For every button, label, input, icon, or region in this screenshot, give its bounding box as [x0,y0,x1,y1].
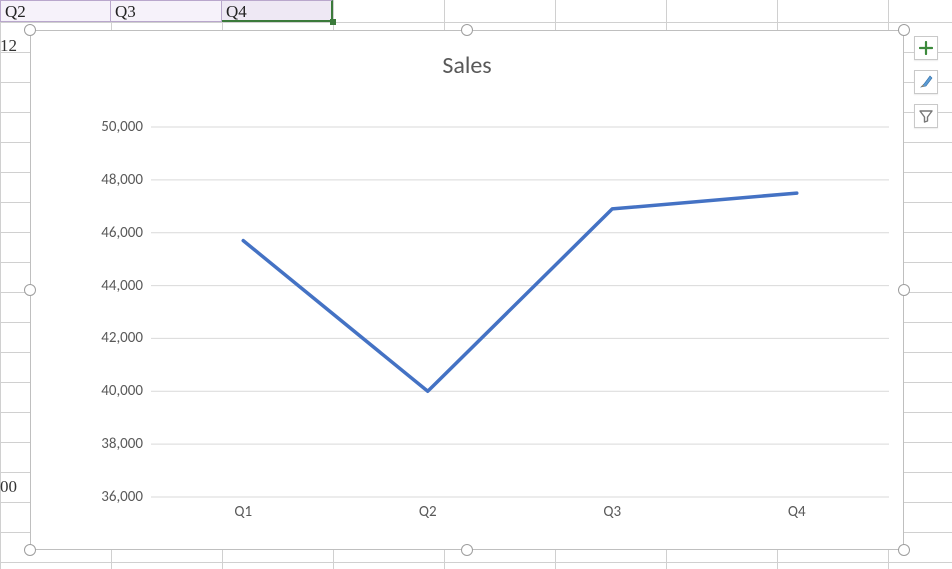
chart-elements-button[interactable] [914,36,938,60]
y-axis-label: 50,000 [83,118,143,136]
x-axis-label: Q4 [788,503,806,521]
funnel-icon [919,109,933,123]
y-axis-label: 42,000 [83,329,143,347]
column-headers: Q2Q3Q4 [0,0,333,22]
chart-filters-button[interactable] [914,104,938,128]
y-axis-label: 40,000 [83,382,143,400]
selection-handle[interactable] [24,544,36,556]
selection-handle[interactable] [24,284,36,296]
plus-icon [919,41,933,55]
cell-fragment: 12 [0,36,17,56]
selection-handle[interactable] [461,544,473,556]
y-axis-label: 44,000 [83,277,143,295]
chart-styles-button[interactable] [914,70,938,94]
chart-plot-area[interactable]: 36,00038,00040,00042,00044,00046,00048,0… [151,127,889,527]
x-axis-label: Q1 [234,503,252,521]
chart-title[interactable]: Sales [442,51,491,80]
selection-handle[interactable] [898,284,910,296]
header-cell-q4[interactable]: Q4 [222,0,333,22]
sales-chart[interactable]: Sales 36,00038,00040,00042,00044,00046,0… [30,30,904,550]
series-line[interactable] [243,193,797,391]
selection-handle[interactable] [898,24,910,36]
brush-icon [918,74,934,90]
header-cell-q2[interactable]: Q2 [0,0,111,22]
x-axis-label: Q2 [419,503,437,521]
selection-handle[interactable] [898,544,910,556]
y-axis-label: 48,000 [83,171,143,189]
selection-fill-handle[interactable] [330,19,336,25]
cell-fragment: 00 [0,477,17,497]
y-axis-label: 38,000 [83,435,143,453]
selection-handle[interactable] [461,24,473,36]
selection-handle[interactable] [24,24,36,36]
x-axis-label: Q3 [603,503,621,521]
y-axis-label: 36,000 [83,488,143,506]
chart-svg [151,127,889,527]
header-cell-q3[interactable]: Q3 [111,0,222,22]
y-axis-label: 46,000 [83,224,143,242]
